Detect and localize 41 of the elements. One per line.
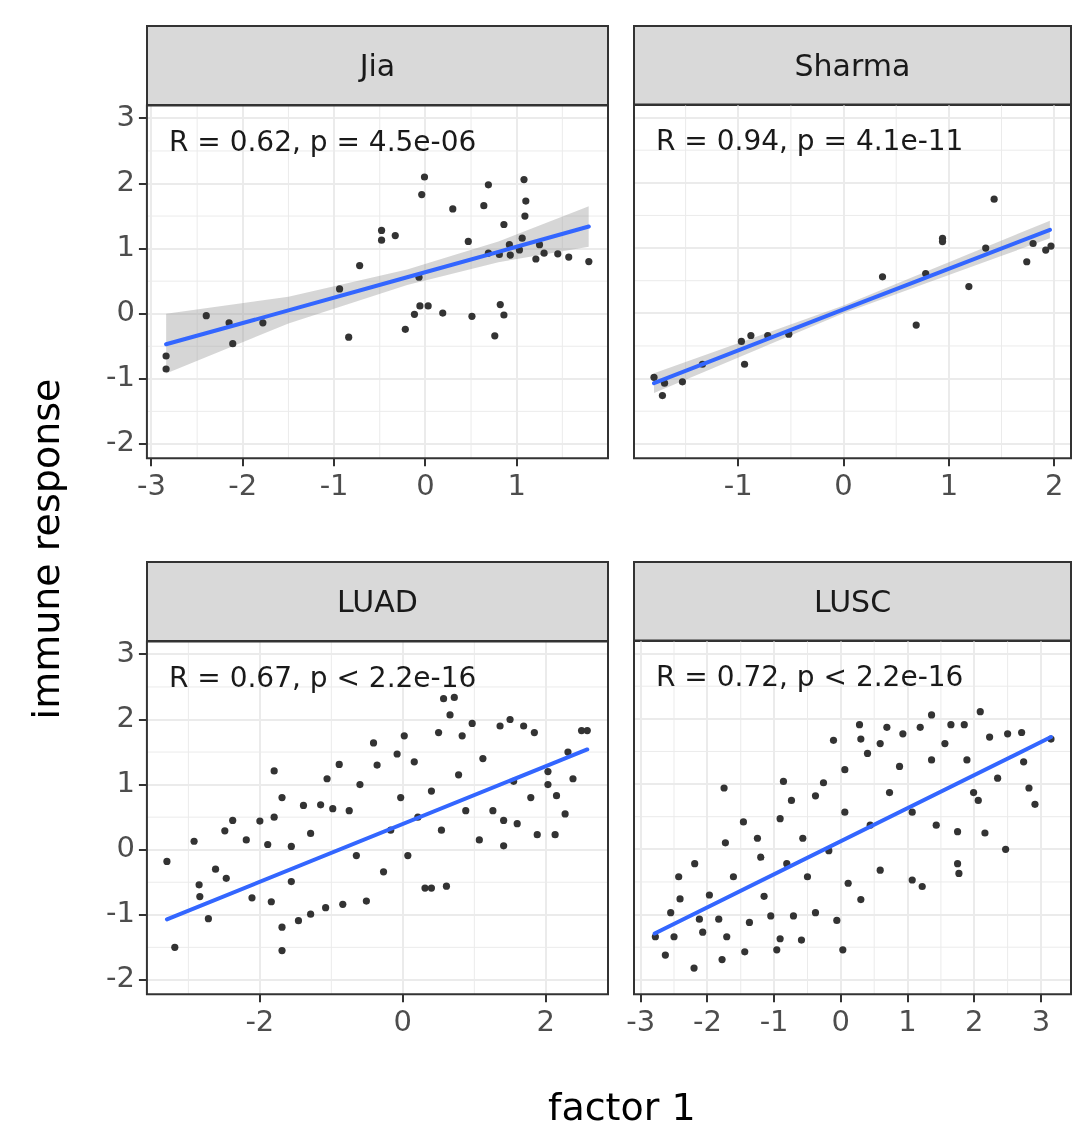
chart-title: LUSC (633, 560, 1072, 642)
y-tick-label: 1 (116, 765, 135, 800)
y-tick-label: -1 (105, 895, 135, 930)
annotation: R = 0.67, p < 2.2e-16 (168, 660, 477, 694)
x-tick-label: 0 (416, 468, 435, 503)
y-tick-label: -2 (105, 960, 135, 995)
chart-title: Sharma (633, 24, 1072, 106)
y-tick-label: 1 (116, 229, 135, 264)
y-tick-label: 0 (116, 294, 135, 329)
annotation: R = 0.72, p < 2.2e-16 (656, 659, 964, 693)
y-tick-label: 2 (116, 700, 135, 735)
chart-title: Jia (145, 25, 609, 107)
x-tick-label: 0 (393, 1004, 413, 1039)
y-tick-label: 3 (116, 634, 135, 669)
x-tick-label: 2 (536, 1004, 556, 1039)
x-axis-title: factor 1 (548, 1085, 696, 1129)
y-tick-label: -1 (105, 359, 135, 394)
x-tick-label: -3 (137, 468, 166, 503)
x-tick-label: 0 (831, 1004, 851, 1039)
x-tick-label: -1 (759, 1004, 789, 1039)
y-tick-label: 0 (116, 830, 135, 865)
x-tick-label: -1 (723, 468, 753, 503)
y-tick-label: 2 (116, 164, 135, 199)
x-tick-label: -2 (245, 1004, 275, 1039)
x-tick-label: 3 (1031, 1004, 1051, 1039)
x-tick-label: 2 (1044, 468, 1064, 503)
y-axis-title: immune response (24, 378, 68, 720)
annotation: R = 0.62, p = 4.5e-06 (168, 124, 477, 158)
x-tick-label: 1 (939, 468, 959, 503)
x-tick-label: 1 (507, 468, 526, 503)
y-tick-label: -2 (105, 424, 135, 459)
x-tick-label: -1 (319, 468, 349, 503)
x-tick-label: 2 (965, 1004, 984, 1039)
x-tick-label: 0 (834, 468, 853, 503)
y-tick-label: 3 (116, 98, 135, 133)
x-tick-label: 1 (898, 1004, 917, 1039)
annotation: R = 0.94, p = 4.1e-11 (656, 123, 964, 157)
chart-title: LUAD (145, 561, 609, 643)
x-tick-label: -2 (228, 468, 258, 503)
x-tick-label: -3 (626, 1004, 656, 1039)
x-tick-label: -2 (692, 1004, 722, 1039)
